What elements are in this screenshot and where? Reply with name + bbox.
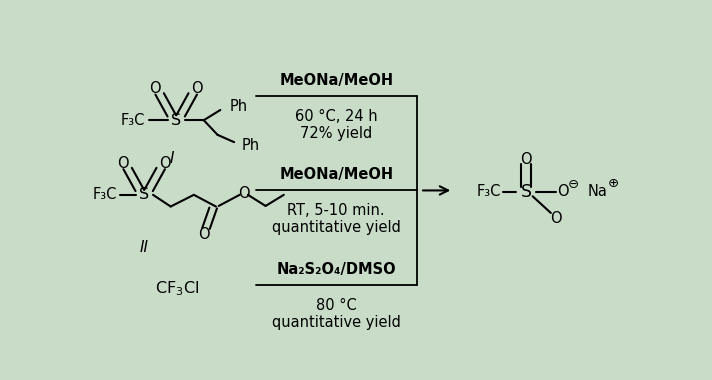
Text: RT, 5-10 min.: RT, 5-10 min. (288, 203, 385, 218)
Text: O: O (159, 156, 171, 171)
Text: S: S (171, 113, 182, 128)
Text: F₃C: F₃C (93, 187, 117, 202)
Text: Na₂S₂O₄/DMSO: Na₂S₂O₄/DMSO (276, 262, 396, 277)
Text: ⊕: ⊕ (607, 177, 619, 190)
Text: 60 °C, 24 h: 60 °C, 24 h (295, 109, 377, 124)
Text: O: O (520, 152, 532, 166)
Text: O: O (557, 184, 568, 200)
Text: Ph: Ph (241, 138, 259, 153)
Text: ⊖: ⊖ (567, 178, 578, 191)
Text: F₃C: F₃C (121, 113, 145, 128)
Text: O: O (192, 81, 203, 96)
Text: F₃C: F₃C (476, 184, 501, 200)
Text: quantitative yield: quantitative yield (272, 315, 401, 329)
Text: O: O (150, 81, 161, 96)
Text: O: O (550, 211, 562, 226)
Text: S: S (520, 183, 532, 201)
Text: O: O (117, 156, 129, 171)
Text: quantitative yield: quantitative yield (272, 220, 401, 235)
Text: II: II (140, 240, 149, 255)
Text: O: O (238, 185, 249, 201)
Text: I: I (169, 151, 174, 166)
Text: MeONa/MeOH: MeONa/MeOH (279, 168, 393, 182)
Text: S: S (139, 187, 150, 202)
Text: 72% yield: 72% yield (300, 126, 372, 141)
Text: MeONa/MeOH: MeONa/MeOH (279, 73, 393, 88)
Text: CF$_3$Cl: CF$_3$Cl (155, 279, 199, 298)
Text: 80 °C: 80 °C (316, 298, 357, 313)
Text: O: O (198, 227, 209, 242)
Text: Na: Na (588, 184, 608, 200)
Text: Ph: Ph (229, 99, 247, 114)
